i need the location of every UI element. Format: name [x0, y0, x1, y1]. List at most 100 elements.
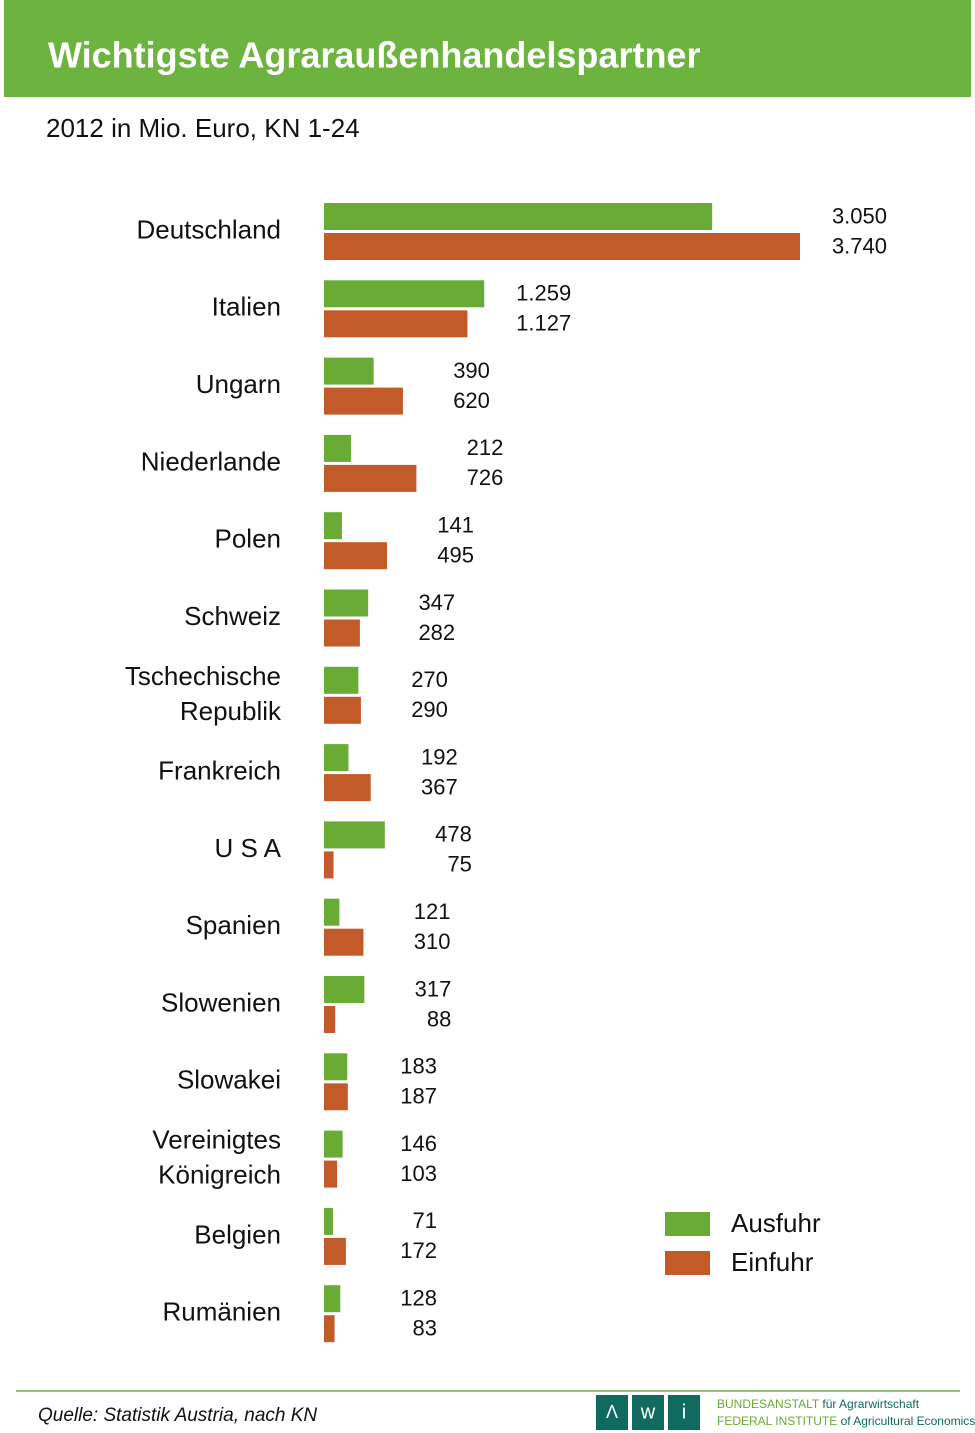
chart-subtitle: 2012 in Mio. Euro, KN 1-24 — [46, 113, 360, 143]
bar — [324, 512, 342, 540]
bar — [324, 280, 485, 308]
bar — [324, 1160, 338, 1188]
category-label: Schweiz — [184, 601, 281, 631]
bar — [324, 1315, 335, 1343]
value-label: 172 — [400, 1238, 437, 1263]
value-label: 495 — [437, 543, 474, 568]
logo-text: BUNDESANSTALT für Agrarwirtschaft — [717, 1397, 920, 1411]
value-label: 183 — [400, 1054, 437, 1079]
category-label: Ungarn — [196, 369, 281, 399]
logo-letter: w — [640, 1401, 656, 1423]
legend-swatch — [665, 1251, 710, 1275]
bar — [324, 898, 340, 926]
bar — [324, 619, 360, 647]
value-label: 71 — [413, 1208, 437, 1233]
bar — [324, 1006, 336, 1033]
bar — [324, 233, 800, 260]
category-label: Slowenien — [161, 987, 281, 1017]
category-label: Tschechische Republik — [125, 661, 282, 726]
value-label: 270 — [411, 667, 448, 692]
category-label: Italien — [212, 292, 281, 322]
bar — [324, 464, 417, 492]
value-label: 1.259 — [516, 281, 571, 306]
value-label: 367 — [421, 774, 458, 799]
bar — [324, 310, 468, 338]
category-label: Rumänien — [162, 1297, 281, 1327]
value-label: 212 — [467, 435, 504, 460]
value-label: 726 — [467, 465, 504, 490]
bar — [324, 821, 385, 849]
logo-text: FEDERAL INSTITUTE — [717, 1414, 837, 1428]
value-label: 121 — [414, 899, 451, 924]
category-label: U S A — [215, 833, 282, 863]
logo-letter: i — [682, 1401, 686, 1423]
value-label: 187 — [400, 1084, 437, 1109]
value-label: 290 — [411, 697, 448, 722]
bar — [324, 387, 403, 415]
logo-box — [632, 1395, 664, 1430]
bar — [324, 542, 387, 570]
value-label: 310 — [414, 929, 451, 954]
value-label: 282 — [418, 620, 455, 645]
chart-title: Wichtigste Agraraußenhandelspartner — [48, 35, 700, 76]
header-band — [4, 0, 971, 97]
bar — [324, 1083, 348, 1111]
logo-box — [596, 1395, 628, 1430]
category-label-line: Königreich — [158, 1159, 281, 1189]
bar — [324, 1053, 348, 1081]
bar — [324, 434, 351, 462]
bar — [324, 1237, 346, 1265]
legend-swatch — [665, 1212, 710, 1236]
value-label: 192 — [421, 744, 458, 769]
bar — [324, 744, 349, 772]
category-label-line: Tschechische — [125, 661, 281, 691]
logo: Λ w i BUNDESANSTALT für Agrarwirtschaft … — [596, 1395, 975, 1430]
value-label: 128 — [400, 1286, 437, 1311]
logo-letter: Λ — [606, 1402, 618, 1422]
value-label: 141 — [437, 513, 474, 538]
category-label: Belgien — [194, 1219, 281, 1249]
category-label-line: Republik — [180, 696, 282, 726]
value-label: 390 — [453, 358, 490, 383]
bar — [324, 203, 713, 230]
value-label: 347 — [418, 590, 455, 615]
bar — [324, 928, 364, 956]
value-label: 3.740 — [832, 233, 887, 258]
value-label: 3.050 — [832, 203, 887, 228]
bar — [324, 1207, 334, 1235]
value-label: 1.127 — [516, 311, 571, 336]
logo-text: of Agricultural Economics — [841, 1414, 975, 1428]
source: Quelle: Statistik Austria, nach KN — [38, 1405, 317, 1426]
category-label: Deutschland — [136, 214, 281, 244]
logo-box — [668, 1395, 700, 1430]
value-label: 317 — [415, 976, 452, 1001]
category-label: Niederlande — [141, 446, 281, 476]
category-label: Polen — [215, 524, 282, 554]
logo-text: FEDERAL INSTITUTE of Agricultural Econom… — [717, 1414, 975, 1428]
bar — [324, 851, 334, 879]
category-label: Slowakei — [177, 1065, 281, 1095]
value-label: 146 — [400, 1131, 437, 1156]
logo-text: für Agrarwirtschaft — [822, 1397, 919, 1411]
legend-label: Einfuhr — [731, 1247, 814, 1277]
category-label: Spanien — [186, 910, 281, 940]
logo-text: BUNDESANSTALT — [717, 1397, 820, 1411]
value-label: 103 — [400, 1161, 437, 1186]
category-label-line: Vereinigtes — [152, 1124, 281, 1154]
category-label: Frankreich — [158, 755, 281, 785]
bar — [324, 774, 371, 802]
bar — [324, 976, 365, 1003]
bar — [324, 666, 359, 694]
bar — [324, 589, 369, 617]
bar — [324, 357, 374, 385]
bar — [324, 1285, 341, 1313]
value-label: 620 — [453, 388, 490, 413]
bar — [324, 1130, 343, 1158]
value-label: 88 — [427, 1006, 451, 1031]
value-label: 83 — [413, 1316, 437, 1341]
legend-label: Ausfuhr — [731, 1208, 821, 1238]
value-label: 478 — [435, 822, 472, 847]
category-label: Vereinigtes Königreich — [152, 1124, 281, 1189]
value-label: 75 — [447, 852, 471, 877]
